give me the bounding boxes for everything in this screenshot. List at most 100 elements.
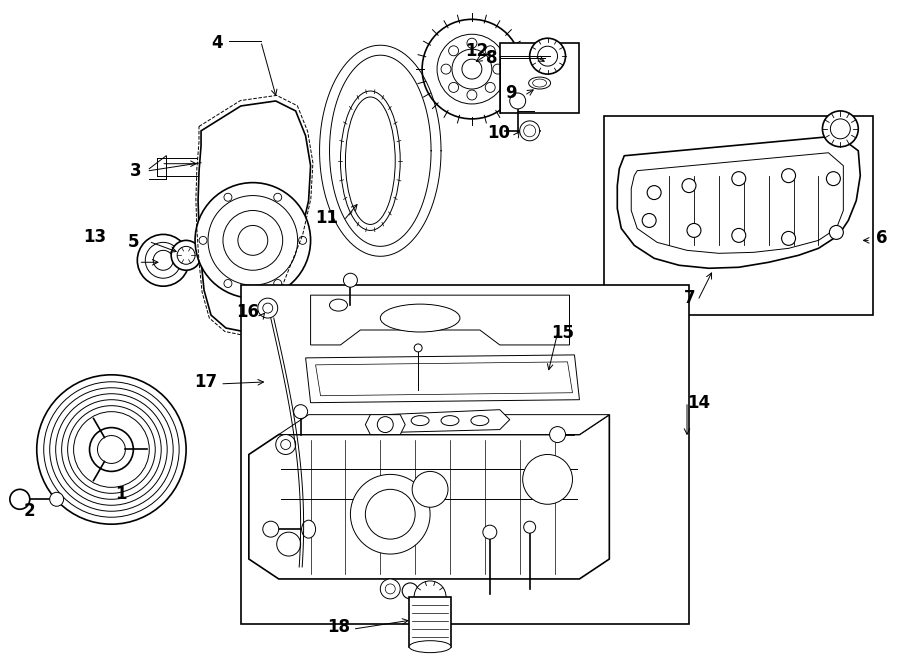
Circle shape bbox=[647, 186, 662, 200]
Circle shape bbox=[263, 303, 273, 313]
Circle shape bbox=[467, 90, 477, 100]
Circle shape bbox=[437, 34, 507, 104]
Circle shape bbox=[732, 229, 746, 243]
Circle shape bbox=[263, 521, 279, 537]
Circle shape bbox=[462, 59, 482, 79]
Ellipse shape bbox=[381, 304, 460, 332]
Text: 6: 6 bbox=[877, 229, 887, 247]
Circle shape bbox=[238, 225, 268, 255]
Circle shape bbox=[831, 119, 850, 139]
Circle shape bbox=[823, 111, 859, 147]
Ellipse shape bbox=[410, 641, 451, 652]
Bar bbox=[604, 116, 873, 315]
Circle shape bbox=[274, 280, 282, 288]
Ellipse shape bbox=[533, 79, 546, 87]
Polygon shape bbox=[381, 410, 509, 432]
Circle shape bbox=[145, 243, 181, 278]
Polygon shape bbox=[306, 355, 580, 403]
Polygon shape bbox=[617, 136, 860, 268]
Circle shape bbox=[781, 231, 796, 245]
Circle shape bbox=[44, 382, 179, 517]
Circle shape bbox=[830, 225, 843, 239]
Bar bbox=[410, 597, 451, 646]
Circle shape bbox=[74, 412, 149, 487]
Circle shape bbox=[199, 237, 207, 245]
Text: 12: 12 bbox=[464, 42, 488, 60]
Circle shape bbox=[485, 83, 495, 93]
Circle shape bbox=[208, 196, 298, 285]
Circle shape bbox=[550, 426, 565, 442]
Circle shape bbox=[682, 178, 696, 192]
Circle shape bbox=[274, 193, 282, 201]
Circle shape bbox=[350, 475, 430, 554]
Circle shape bbox=[153, 251, 173, 270]
Circle shape bbox=[257, 298, 278, 318]
Text: 2: 2 bbox=[24, 502, 36, 520]
Circle shape bbox=[524, 125, 536, 137]
Text: 18: 18 bbox=[328, 618, 350, 636]
Text: 9: 9 bbox=[505, 84, 517, 102]
Circle shape bbox=[224, 193, 232, 201]
Circle shape bbox=[523, 455, 572, 504]
Polygon shape bbox=[310, 295, 570, 345]
Circle shape bbox=[826, 172, 841, 186]
Polygon shape bbox=[198, 101, 310, 332]
Circle shape bbox=[414, 581, 446, 613]
Bar bbox=[241, 285, 689, 624]
Text: 16: 16 bbox=[236, 303, 259, 321]
Circle shape bbox=[61, 400, 161, 499]
Circle shape bbox=[138, 235, 189, 286]
Circle shape bbox=[50, 492, 64, 506]
Circle shape bbox=[509, 93, 526, 109]
Circle shape bbox=[344, 273, 357, 287]
Ellipse shape bbox=[528, 77, 551, 89]
Text: 7: 7 bbox=[684, 289, 696, 307]
Text: 1: 1 bbox=[115, 485, 127, 503]
Ellipse shape bbox=[471, 416, 489, 426]
Circle shape bbox=[10, 489, 30, 509]
Circle shape bbox=[781, 169, 796, 182]
Circle shape bbox=[89, 428, 133, 471]
Ellipse shape bbox=[329, 299, 347, 311]
Circle shape bbox=[377, 416, 393, 432]
Circle shape bbox=[68, 406, 155, 493]
Circle shape bbox=[452, 49, 491, 89]
Text: 17: 17 bbox=[194, 373, 217, 391]
Text: 5: 5 bbox=[128, 233, 140, 251]
Circle shape bbox=[519, 121, 540, 141]
Circle shape bbox=[441, 64, 451, 74]
Text: 4: 4 bbox=[212, 34, 223, 52]
Polygon shape bbox=[248, 414, 609, 579]
Circle shape bbox=[448, 83, 459, 93]
Circle shape bbox=[171, 241, 201, 270]
Circle shape bbox=[195, 182, 310, 298]
Circle shape bbox=[485, 46, 495, 56]
Circle shape bbox=[402, 583, 418, 599]
Circle shape bbox=[687, 223, 701, 237]
Circle shape bbox=[448, 46, 459, 56]
Circle shape bbox=[422, 19, 522, 119]
Circle shape bbox=[50, 388, 173, 511]
Circle shape bbox=[530, 38, 565, 74]
Text: 13: 13 bbox=[84, 229, 106, 247]
Text: 14: 14 bbox=[687, 394, 710, 412]
Circle shape bbox=[493, 64, 503, 74]
Circle shape bbox=[276, 532, 301, 556]
Circle shape bbox=[275, 434, 296, 455]
Text: 3: 3 bbox=[130, 162, 141, 180]
Circle shape bbox=[97, 436, 125, 463]
Circle shape bbox=[299, 237, 307, 245]
Circle shape bbox=[467, 38, 477, 48]
Circle shape bbox=[177, 247, 195, 264]
Circle shape bbox=[223, 210, 283, 270]
Circle shape bbox=[56, 394, 167, 505]
Circle shape bbox=[381, 579, 400, 599]
Circle shape bbox=[385, 584, 395, 594]
Circle shape bbox=[293, 405, 308, 418]
Text: 10: 10 bbox=[487, 124, 509, 142]
Circle shape bbox=[643, 214, 656, 227]
Circle shape bbox=[524, 521, 536, 533]
Polygon shape bbox=[365, 414, 405, 434]
Circle shape bbox=[732, 172, 746, 186]
Text: 15: 15 bbox=[552, 324, 574, 342]
